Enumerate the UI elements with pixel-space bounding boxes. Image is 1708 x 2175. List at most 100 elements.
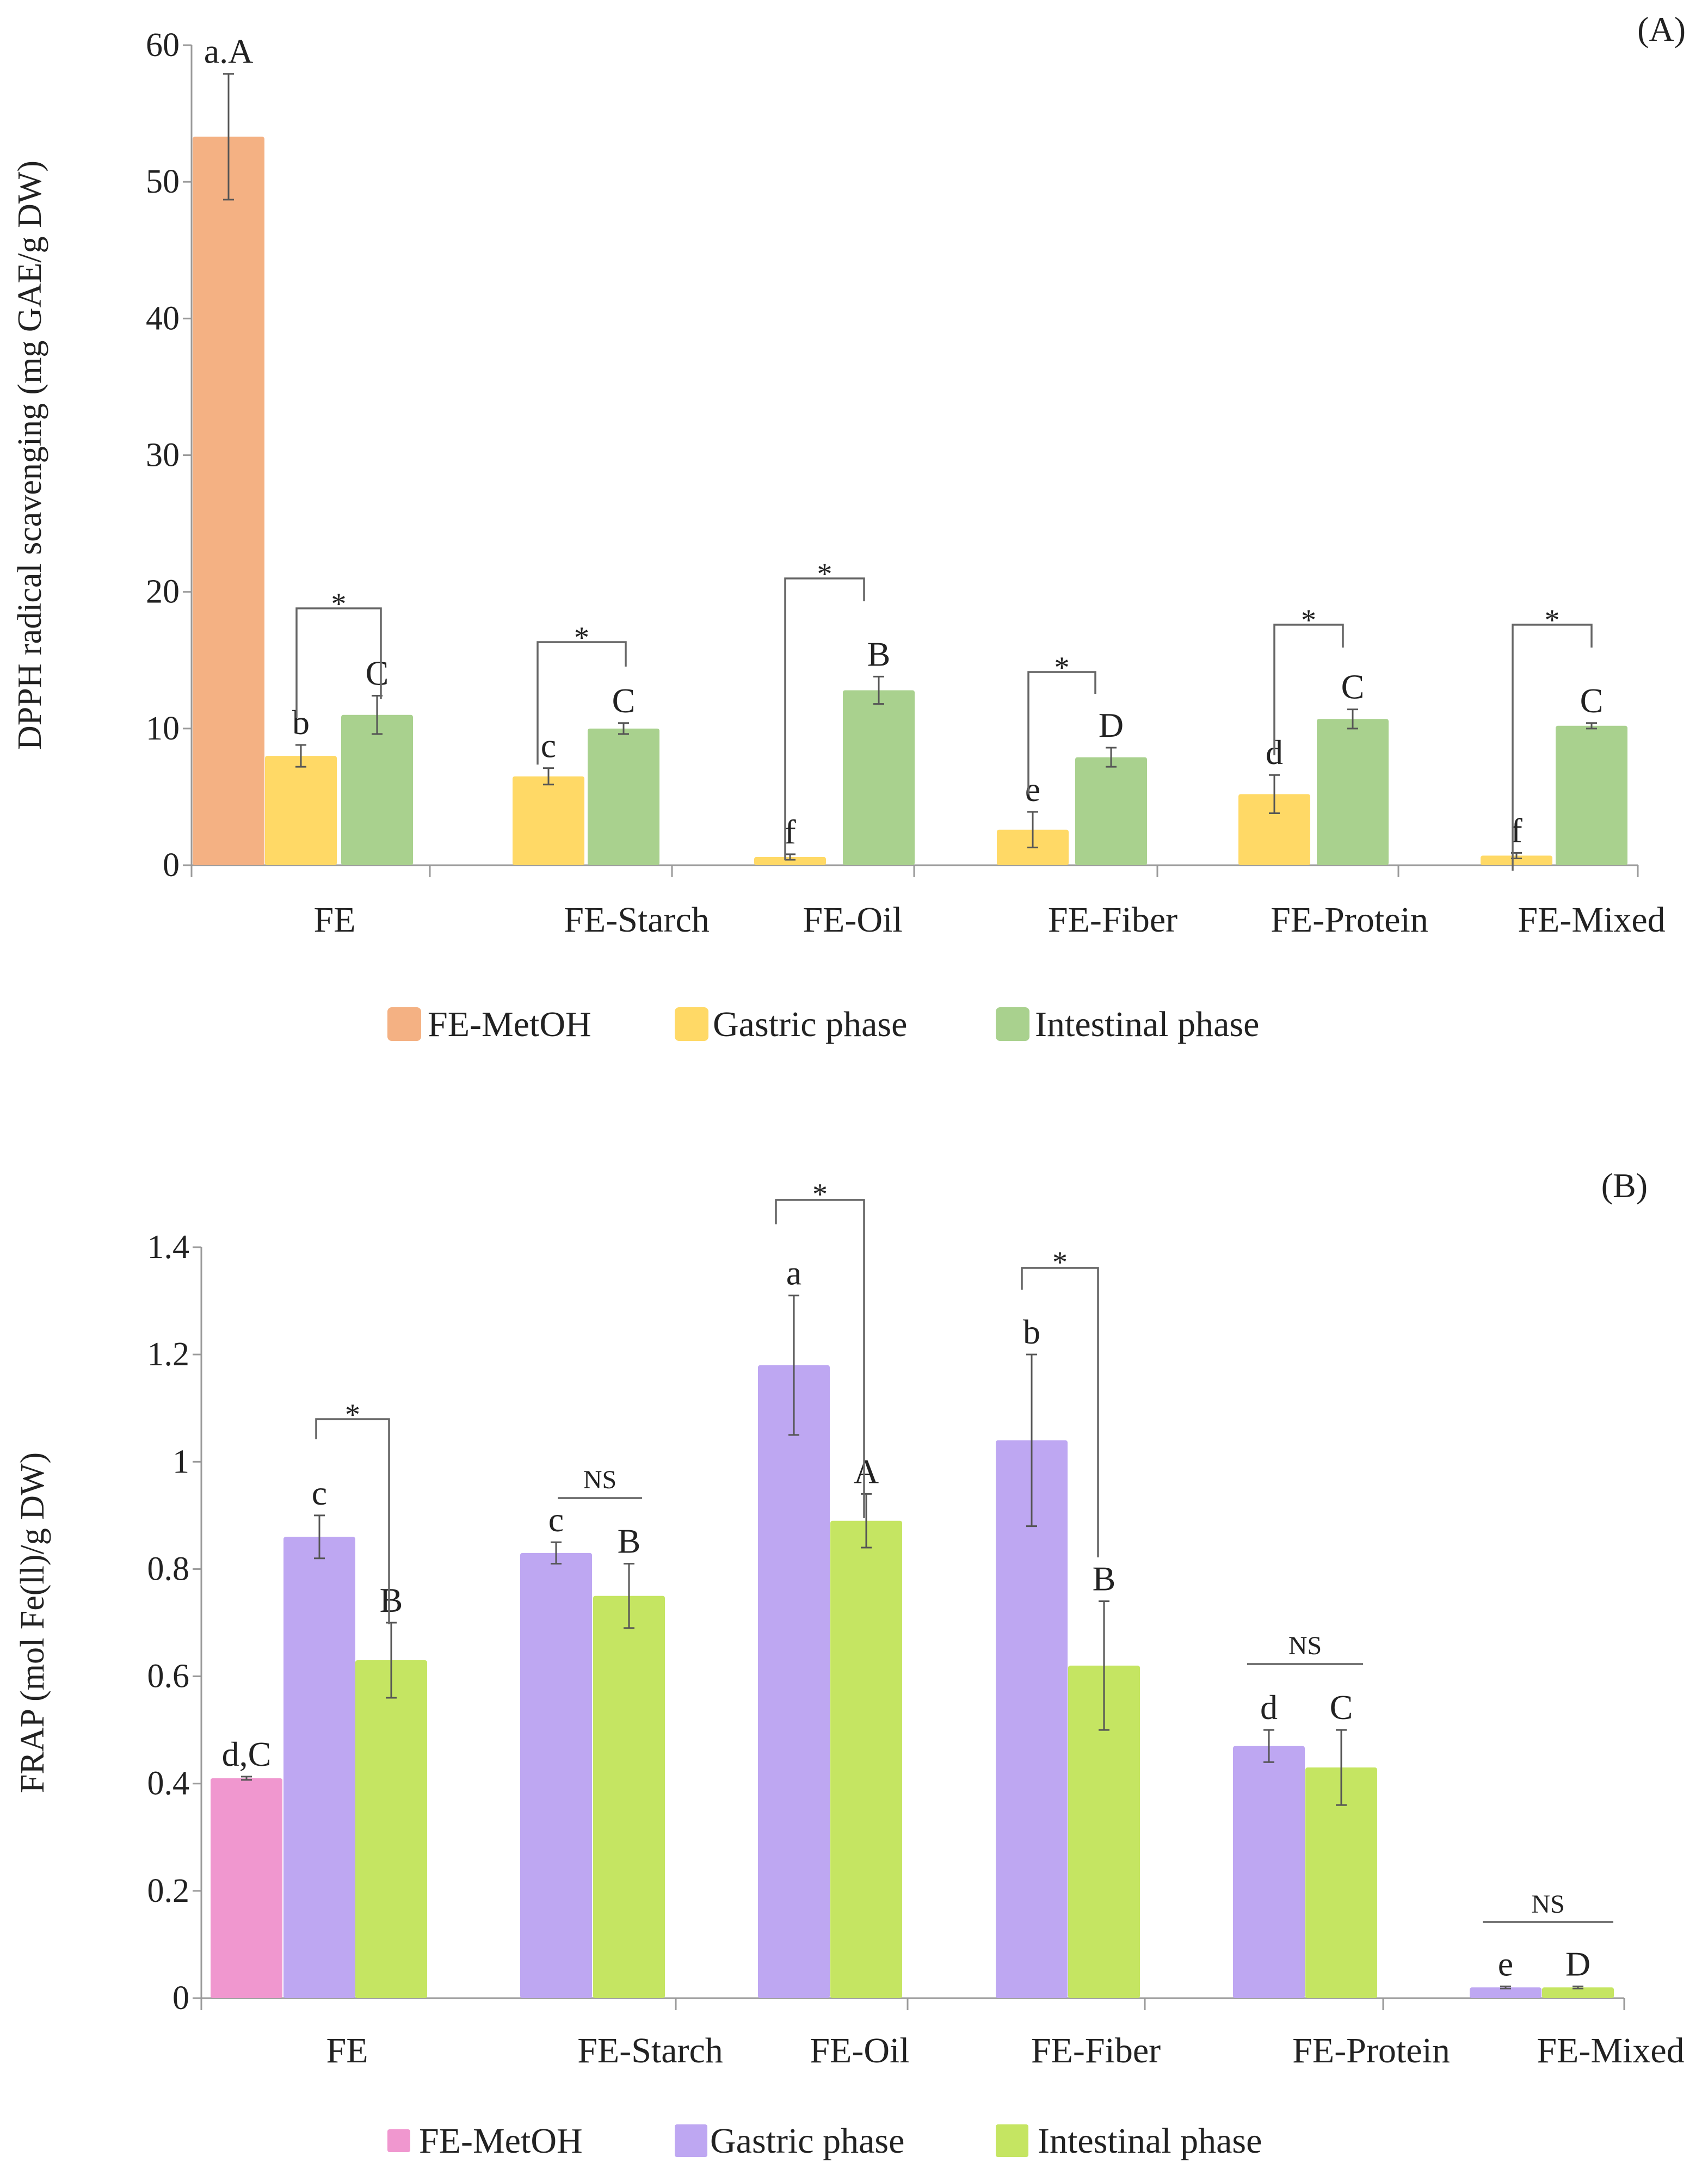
y-tick-label: 0.2	[147, 1872, 190, 1909]
bar-intestinal-phase-fe-fiber	[1075, 757, 1147, 865]
bar-intestinal-phase-fe	[355, 1660, 427, 1998]
legend-swatch	[387, 1007, 421, 1041]
y-tick-label: 50	[146, 163, 180, 200]
bar-intestinal-phase-fe-mixed	[1542, 1987, 1614, 1998]
bar-gastric-phase-fe-fiber	[996, 1440, 1068, 1998]
x-tick-label: FE-Oil	[803, 900, 902, 940]
bar-significance-letter: f	[784, 812, 796, 851]
significance-symbol: *	[817, 557, 833, 591]
y-tick-label: 0	[163, 847, 180, 884]
bar-gastric-phase-fe-mixed	[1481, 855, 1552, 865]
bar-gastric-phase-fe-protein	[1233, 1746, 1305, 1998]
x-tick-label: FE-Oil	[810, 2031, 909, 2071]
y-tick-label: 0.8	[147, 1550, 190, 1587]
significance-bracket	[1512, 624, 1593, 871]
legend-swatch	[675, 2124, 707, 2157]
panel-label: (A)	[1637, 10, 1686, 48]
x-tick-label: FE-Protein	[1271, 900, 1428, 940]
legend-label: Intestinal phase	[1038, 2121, 1262, 2161]
bar-gastric-phase-fe-mixed	[1470, 1987, 1541, 1998]
bar-fe-metoh-fe	[211, 1778, 282, 1998]
significance-symbol: *	[1545, 603, 1560, 637]
bar-intestinal-phase-fe-protein	[1317, 719, 1389, 865]
bar-gastric-phase-fe-oil	[754, 857, 826, 865]
legend-label: FE-MetOH	[419, 2121, 583, 2161]
bar-fe-metoh-fe	[193, 137, 264, 866]
y-tick-label: 30	[146, 437, 180, 474]
bar-significance-letter: e	[1025, 770, 1040, 809]
significance-symbol: *	[1052, 1246, 1068, 1279]
bar-significance-letter: a	[786, 1254, 801, 1292]
bar-gastric-phase-fe-protein	[1238, 794, 1310, 865]
bar-significance-letter: B	[867, 634, 891, 673]
significance-bracket	[775, 1199, 865, 1518]
significance-bracket	[537, 641, 627, 765]
y-tick-label: 40	[146, 300, 180, 337]
x-tick-label: FE-Starch	[564, 900, 710, 940]
legend-swatch	[996, 1007, 1029, 1041]
legend-label: Gastric phase	[710, 2121, 904, 2161]
significance-bracket	[784, 577, 865, 860]
significance-symbol: *	[1301, 603, 1316, 637]
significance-bracket	[315, 1418, 390, 1624]
legend-label: Intestinal phase	[1035, 1005, 1259, 1044]
y-tick-label: 0.4	[147, 1765, 190, 1802]
bar-significance-letter: C	[366, 654, 389, 693]
bar-gastric-phase-fe	[283, 1537, 355, 1998]
panel-label: (B)	[1601, 1166, 1648, 1205]
legend: FE-MetOH Gastric phase Intestinal phase	[387, 2121, 1262, 2161]
significance-bracket	[1027, 671, 1096, 794]
y-axis-label: DPPH radical scavenging (mg GAE/g DW)	[11, 161, 48, 750]
bar-significance-letter: B	[618, 1522, 641, 1561]
significance-bracket	[1273, 624, 1344, 755]
bar-significance-letter: C	[1330, 1688, 1353, 1727]
bar-significance-letter: c	[312, 1474, 327, 1512]
chart-panel-a: 0 10 20 30 40 50 60 FE FE-Starch FE-Oil FE-Fiber FE…	[11, 10, 1686, 1044]
bar-intestinal-phase-fe-oil	[843, 690, 915, 865]
significance-symbol: *	[331, 587, 347, 621]
bar-intestinal-phase-fe-oil	[830, 1520, 902, 1998]
significance-symbol: NS	[1288, 1631, 1322, 1660]
legend-swatch	[996, 2124, 1028, 2157]
bar-significance-letter: a.A	[204, 32, 254, 71]
bar-significance-letter: c	[548, 1500, 564, 1539]
significance-symbol: *	[1055, 651, 1070, 685]
bar-gastric-phase-fe-starch	[520, 1552, 592, 1998]
bar-significance-letter: B	[1093, 1560, 1116, 1598]
y-axis-label: FRAP (mol Fe(ll)/g DW)	[14, 1452, 51, 1793]
significance-bracket	[1021, 1267, 1099, 1557]
bar-significance-letter: c	[541, 726, 556, 765]
y-tick-label: 20	[146, 574, 180, 611]
y-tick-label: 60	[146, 27, 180, 64]
bar-intestinal-phase-fe-protein	[1305, 1767, 1377, 1998]
bar-significance-letter: f	[1510, 811, 1522, 849]
x-tick-label: FE-Fiber	[1031, 2031, 1161, 2071]
x-tick-label: FE	[326, 2031, 368, 2071]
bar-gastric-phase-fe	[265, 756, 337, 865]
bar-significance-letter: d	[1260, 1688, 1278, 1727]
x-tick-label: FE	[313, 900, 355, 940]
x-tick-label: FE-Protein	[1292, 2031, 1450, 2071]
bar-significance-letter: C	[1341, 668, 1365, 706]
legend-label: Gastric phase	[713, 1005, 907, 1044]
significance-symbol: *	[812, 1178, 828, 1211]
bar-significance-letter: b	[292, 703, 310, 742]
legend-swatch	[675, 1007, 708, 1041]
bar-intestinal-phase-fe-starch	[593, 1595, 665, 1998]
bar-significance-letter: B	[380, 1581, 403, 1619]
bar-significance-letter: C	[612, 681, 636, 720]
y-tick-label: 0	[172, 1980, 189, 2017]
bar-intestinal-phase-fe-mixed	[1556, 725, 1627, 865]
significance-bracket	[295, 607, 382, 718]
x-tick-label: FE-Starch	[577, 2031, 723, 2071]
bar-significance-letter: D	[1099, 706, 1124, 744]
bar-significance-letter: d,C	[222, 1735, 272, 1773]
bar-significance-letter: e	[1498, 1944, 1513, 1983]
significance-symbol: *	[574, 621, 589, 655]
bar-intestinal-phase-fe	[341, 714, 413, 865]
y-tick-label: 1	[172, 1443, 189, 1480]
chart-panel-b: 0 0.2 0.4 0.6 0.8 1 1.2 1.4 FE FE-Starch FE-Oil FE-…	[14, 1166, 1685, 2161]
significance-symbol: NS	[583, 1465, 616, 1494]
bar-gastric-phase-fe-starch	[513, 776, 584, 865]
